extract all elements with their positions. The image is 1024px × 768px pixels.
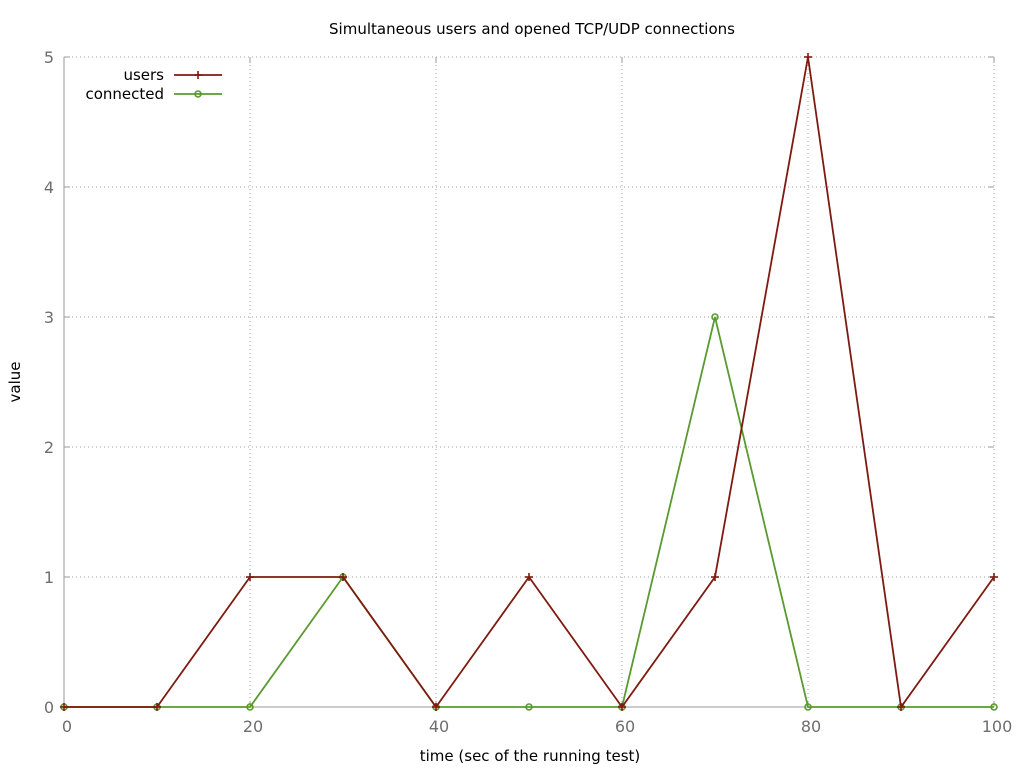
series-line-connected xyxy=(64,316,994,708)
series-line-users xyxy=(64,56,995,710)
legend-marker-connected xyxy=(194,90,202,98)
data-point-users xyxy=(711,573,719,581)
data-point-users xyxy=(618,703,626,711)
y-tick-label: 1 xyxy=(44,568,54,587)
tick-labels: 0 20 40 60 80 100 0 1 2 3 4 5 xyxy=(44,48,1012,736)
data-point-users xyxy=(990,573,998,581)
data-point-connected xyxy=(804,703,812,711)
data-point-users xyxy=(897,703,905,711)
x-tick-label: 0 xyxy=(62,717,72,736)
data-point-users xyxy=(339,573,347,581)
x-tick-label: 40 xyxy=(429,717,449,736)
data-point-users xyxy=(525,573,533,581)
data-point-connected xyxy=(525,703,533,711)
series-users xyxy=(60,53,998,711)
y-tick-label: 5 xyxy=(44,48,54,67)
legend-marker-users xyxy=(194,71,202,79)
x-tick-label: 80 xyxy=(801,717,821,736)
y-axis-label: value xyxy=(6,362,24,403)
data-point-users xyxy=(804,53,812,61)
x-axis-label: time (sec of the running test) xyxy=(420,747,641,765)
data-point-users xyxy=(246,573,254,581)
legend-label-users: users xyxy=(123,66,164,84)
x-tick-label: 100 xyxy=(982,717,1013,736)
y-tick-label: 0 xyxy=(44,698,54,717)
data-point-users xyxy=(153,703,161,711)
series xyxy=(60,53,998,711)
x-tick-label: 20 xyxy=(243,717,263,736)
data-point-connected xyxy=(246,703,254,711)
x-tick-label: 60 xyxy=(615,717,635,736)
legend-label-connected: connected xyxy=(85,85,164,103)
y-tick-label: 3 xyxy=(44,308,54,327)
chart-title: Simultaneous users and opened TCP/UDP co… xyxy=(329,20,735,38)
data-point-connected xyxy=(990,703,998,711)
data-point-users xyxy=(60,703,68,711)
y-tick-label: 4 xyxy=(44,178,54,197)
data-point-connected xyxy=(711,313,719,321)
y-tick-label: 2 xyxy=(44,438,54,457)
data-point-users xyxy=(432,703,440,711)
series-connected xyxy=(60,313,998,711)
